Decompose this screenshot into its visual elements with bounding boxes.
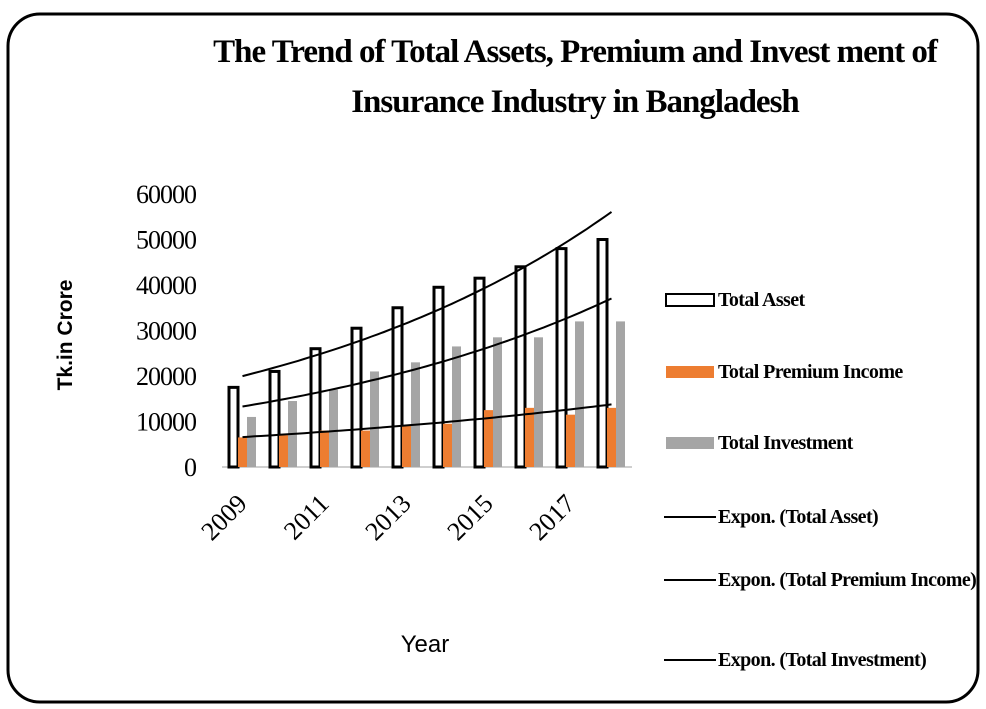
y-tick-label: 60000 [136, 180, 197, 209]
bar [596, 238, 609, 469]
bar [279, 435, 288, 467]
y-tick-label: 40000 [136, 271, 197, 300]
bar [484, 410, 493, 467]
y-axis-title: Tk.in Crore [54, 280, 77, 391]
trendline [242, 403, 612, 439]
bar [391, 306, 404, 469]
bar [432, 285, 445, 469]
trendline [242, 297, 612, 408]
x-axis-title: Year [401, 631, 450, 658]
bar [411, 362, 420, 467]
bar [247, 416, 256, 467]
y-tick-label: 50000 [136, 226, 197, 255]
bar [493, 337, 502, 467]
bar [452, 346, 461, 467]
legend-label: Expon. (Total Investment) [718, 649, 927, 671]
bar [309, 347, 322, 469]
bar [227, 385, 240, 469]
legend-swatch [665, 293, 715, 307]
y-tick-label: 20000 [136, 362, 197, 391]
bar [238, 437, 247, 467]
bar [329, 389, 338, 467]
bar [616, 321, 625, 467]
bar [268, 369, 281, 469]
bar [350, 326, 363, 469]
bar [534, 337, 543, 467]
legend-label: Total Investment [718, 432, 853, 454]
y-tick-label: 10000 [136, 408, 197, 437]
legend-label: Expon. (Total Premium Income) [718, 569, 977, 591]
bar [402, 426, 411, 467]
legend-label: Expon. (Total Asset) [718, 506, 879, 528]
trendline [242, 211, 613, 378]
chart-title: The Trend of Total Assets, Premium and I… [213, 34, 939, 120]
legend-label: Total Premium Income [718, 361, 903, 383]
bar [514, 265, 527, 469]
legend-label: Total Asset [718, 289, 805, 311]
y-tick-label: 30000 [136, 317, 197, 346]
bar [607, 407, 616, 467]
legend-swatch [666, 366, 714, 378]
legend-swatch [666, 437, 714, 449]
bar [473, 276, 486, 469]
bar [575, 321, 584, 467]
bar [525, 407, 534, 467]
y-tick-label: 0 [184, 453, 197, 482]
bar [370, 371, 379, 467]
bar [361, 430, 370, 467]
bar [443, 423, 452, 467]
bar [555, 247, 568, 469]
bar [566, 414, 575, 467]
bar [320, 430, 329, 467]
